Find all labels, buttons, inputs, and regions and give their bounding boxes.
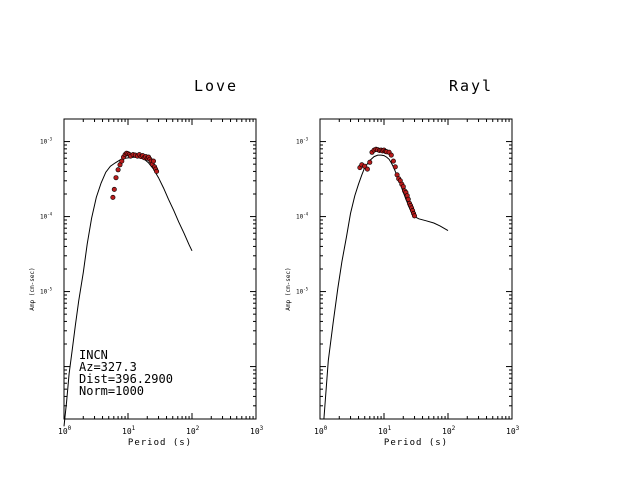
x-tick-exponent: 3: [260, 425, 264, 432]
observed-point: [113, 175, 119, 181]
x-tick-label: 102: [186, 425, 200, 436]
x-tick-base: 10: [314, 427, 324, 436]
y-tick-label: 10-3: [40, 137, 53, 146]
x-tick-exponent: 0: [324, 425, 328, 432]
y-tick-label: 10-4: [40, 212, 53, 221]
x-tick-label: 103: [250, 425, 264, 436]
x-tick-exponent: 1: [132, 425, 136, 432]
chart-title: Love: [194, 77, 238, 95]
y-axis-label: Amp (cm-sec): [285, 267, 292, 310]
x-tick-base: 10: [122, 427, 132, 436]
chart-title: Rayl: [449, 77, 493, 95]
station-annotation: Dist=396.2900: [79, 372, 173, 386]
y-tick-base: 10: [40, 139, 48, 146]
y-tick-exponent: -3: [303, 137, 308, 142]
observed-point: [390, 158, 396, 164]
x-tick-base: 10: [378, 427, 388, 436]
observed-point: [367, 159, 373, 165]
y-axis-label: Amp (cm-sec): [29, 267, 36, 310]
x-tick-label: 102: [442, 425, 456, 436]
x-axis-label: Period (s): [384, 438, 448, 448]
observed-point: [400, 184, 406, 190]
x-tick-exponent: 1: [388, 425, 392, 432]
y-tick-exponent: -4: [303, 212, 308, 217]
station-annotation: Az=327.3: [79, 360, 137, 374]
x-tick-label: 100: [314, 425, 328, 436]
x-tick-exponent: 2: [196, 425, 200, 432]
observed-point: [151, 158, 157, 164]
x-tick-exponent: 3: [516, 425, 520, 432]
x-tick-base: 10: [442, 427, 452, 436]
x-axis-label: Period (s): [128, 438, 192, 448]
observed-point: [392, 164, 398, 170]
y-tick-exponent: -5: [47, 287, 52, 292]
y-tick-base: 10: [296, 289, 304, 296]
y-tick-label: 10-3: [296, 137, 309, 146]
observed-point: [115, 167, 121, 173]
observed-point: [154, 168, 160, 174]
x-tick-base: 10: [186, 427, 196, 436]
plot-frame: [319, 118, 513, 420]
x-tick-label: 101: [378, 425, 392, 436]
observed-point: [110, 194, 116, 200]
y-tick-label: 10-5: [40, 287, 53, 296]
x-tick-exponent: 2: [452, 425, 456, 432]
y-tick-base: 10: [296, 139, 304, 146]
y-tick-base: 10: [40, 214, 48, 221]
observed-point: [388, 152, 394, 158]
observed-point: [111, 186, 117, 192]
x-tick-base: 10: [250, 427, 260, 436]
model-curve-line: [323, 154, 449, 420]
station-annotation: INCN: [79, 348, 108, 362]
x-tick-label: 101: [122, 425, 136, 436]
y-tick-base: 10: [296, 214, 304, 221]
station-annotation: Norm=1000: [79, 384, 144, 398]
x-tick-exponent: 0: [68, 425, 72, 432]
y-tick-label: 10-5: [296, 287, 309, 296]
y-tick-exponent: -3: [47, 137, 52, 142]
x-tick-label: 103: [506, 425, 520, 436]
y-tick-exponent: -4: [47, 212, 52, 217]
observed-point: [411, 213, 417, 219]
y-tick-exponent: -5: [303, 287, 308, 292]
y-tick-base: 10: [40, 289, 48, 296]
x-tick-base: 10: [58, 427, 68, 436]
x-tick-label: 100: [58, 425, 72, 436]
observed-point: [405, 196, 411, 202]
observed-point: [364, 166, 370, 172]
x-tick-base: 10: [506, 427, 516, 436]
y-tick-label: 10-4: [296, 212, 309, 221]
